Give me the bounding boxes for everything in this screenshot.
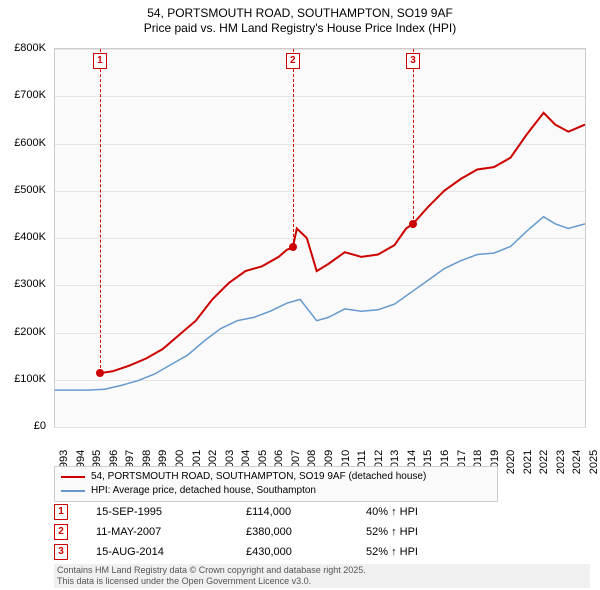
sales-row-vs-hpi: 52% ↑ HPI <box>366 526 486 538</box>
sales-table-row: 2 11-MAY-2007£380,00052% ↑ HPI <box>54 522 574 542</box>
legend-row-hpi: HPI: Average price, detached house, Sout… <box>61 484 491 498</box>
y-axis-labels: £0£100K£200K£300K£400K£500K£600K£700K£80… <box>0 48 50 426</box>
title-line-2: Price paid vs. HM Land Registry's House … <box>0 21 600 36</box>
sales-row-price: £114,000 <box>246 506 366 518</box>
x-tick-label: 2023 <box>555 450 567 474</box>
title-block: 54, PORTSMOUTH ROAD, SOUTHAMPTON, SO19 9… <box>0 0 600 36</box>
y-tick-label: £800K <box>14 42 46 54</box>
legend-swatch-price <box>61 476 85 478</box>
x-tick-label: 2025 <box>588 450 600 474</box>
legend-label-hpi: HPI: Average price, detached house, Sout… <box>91 484 316 498</box>
y-tick-label: £400K <box>14 231 46 243</box>
attribution-line-2: This data is licensed under the Open Gov… <box>57 576 587 587</box>
legend-label-price: 54, PORTSMOUTH ROAD, SOUTHAMPTON, SO19 9… <box>91 470 426 484</box>
series-line-price_paid <box>100 113 585 373</box>
y-tick-label: £500K <box>14 184 46 196</box>
x-tick-label: 2022 <box>538 450 550 474</box>
y-tick-label: £600K <box>14 137 46 149</box>
x-tick-label: 2024 <box>571 450 583 474</box>
sales-row-price: £380,000 <box>246 526 366 538</box>
chart-plot-area: 123 <box>54 48 586 428</box>
legend-box: 54, PORTSMOUTH ROAD, SOUTHAMPTON, SO19 9… <box>54 466 498 502</box>
sales-row-date: 11-MAY-2007 <box>96 526 246 538</box>
sales-row-marker: 1 <box>54 504 68 520</box>
attribution-line-1: Contains HM Land Registry data © Crown c… <box>57 565 587 576</box>
y-tick-label: £700K <box>14 89 46 101</box>
legend-swatch-hpi <box>61 490 85 492</box>
x-tick-label: 2020 <box>505 450 517 474</box>
sales-row-marker: 3 <box>54 544 68 560</box>
legend-row-price: 54, PORTSMOUTH ROAD, SOUTHAMPTON, SO19 9… <box>61 470 491 484</box>
sale-marker-point <box>409 220 417 228</box>
x-axis-labels: 1993199419951996199719981999200020012002… <box>54 428 584 468</box>
title-line-1: 54, PORTSMOUTH ROAD, SOUTHAMPTON, SO19 9… <box>0 6 600 21</box>
y-tick-label: £200K <box>14 326 46 338</box>
y-tick-label: £0 <box>34 420 46 432</box>
sale-marker-point <box>289 243 297 251</box>
sales-row-date: 15-AUG-2014 <box>96 546 246 558</box>
sales-table: 1 15-SEP-1995£114,00040% ↑ HPI 2 11-MAY-200… <box>54 502 574 562</box>
sales-table-row: 3 15-AUG-2014£430,00052% ↑ HPI <box>54 542 574 562</box>
sales-row-vs-hpi: 52% ↑ HPI <box>366 546 486 558</box>
chart-container: 54, PORTSMOUTH ROAD, SOUTHAMPTON, SO19 9… <box>0 0 600 590</box>
y-tick-label: £300K <box>14 278 46 290</box>
x-tick-label: 2021 <box>522 450 534 474</box>
sales-table-row: 1 15-SEP-1995£114,00040% ↑ HPI <box>54 502 574 522</box>
sales-row-vs-hpi: 40% ↑ HPI <box>366 506 486 518</box>
sale-marker-point <box>96 369 104 377</box>
sales-row-date: 15-SEP-1995 <box>96 506 246 518</box>
sales-row-price: £430,000 <box>246 546 366 558</box>
sales-row-marker: 2 <box>54 524 68 540</box>
y-tick-label: £100K <box>14 373 46 385</box>
attribution-box: Contains HM Land Registry data © Crown c… <box>54 564 590 588</box>
chart-lines-svg <box>55 49 585 427</box>
